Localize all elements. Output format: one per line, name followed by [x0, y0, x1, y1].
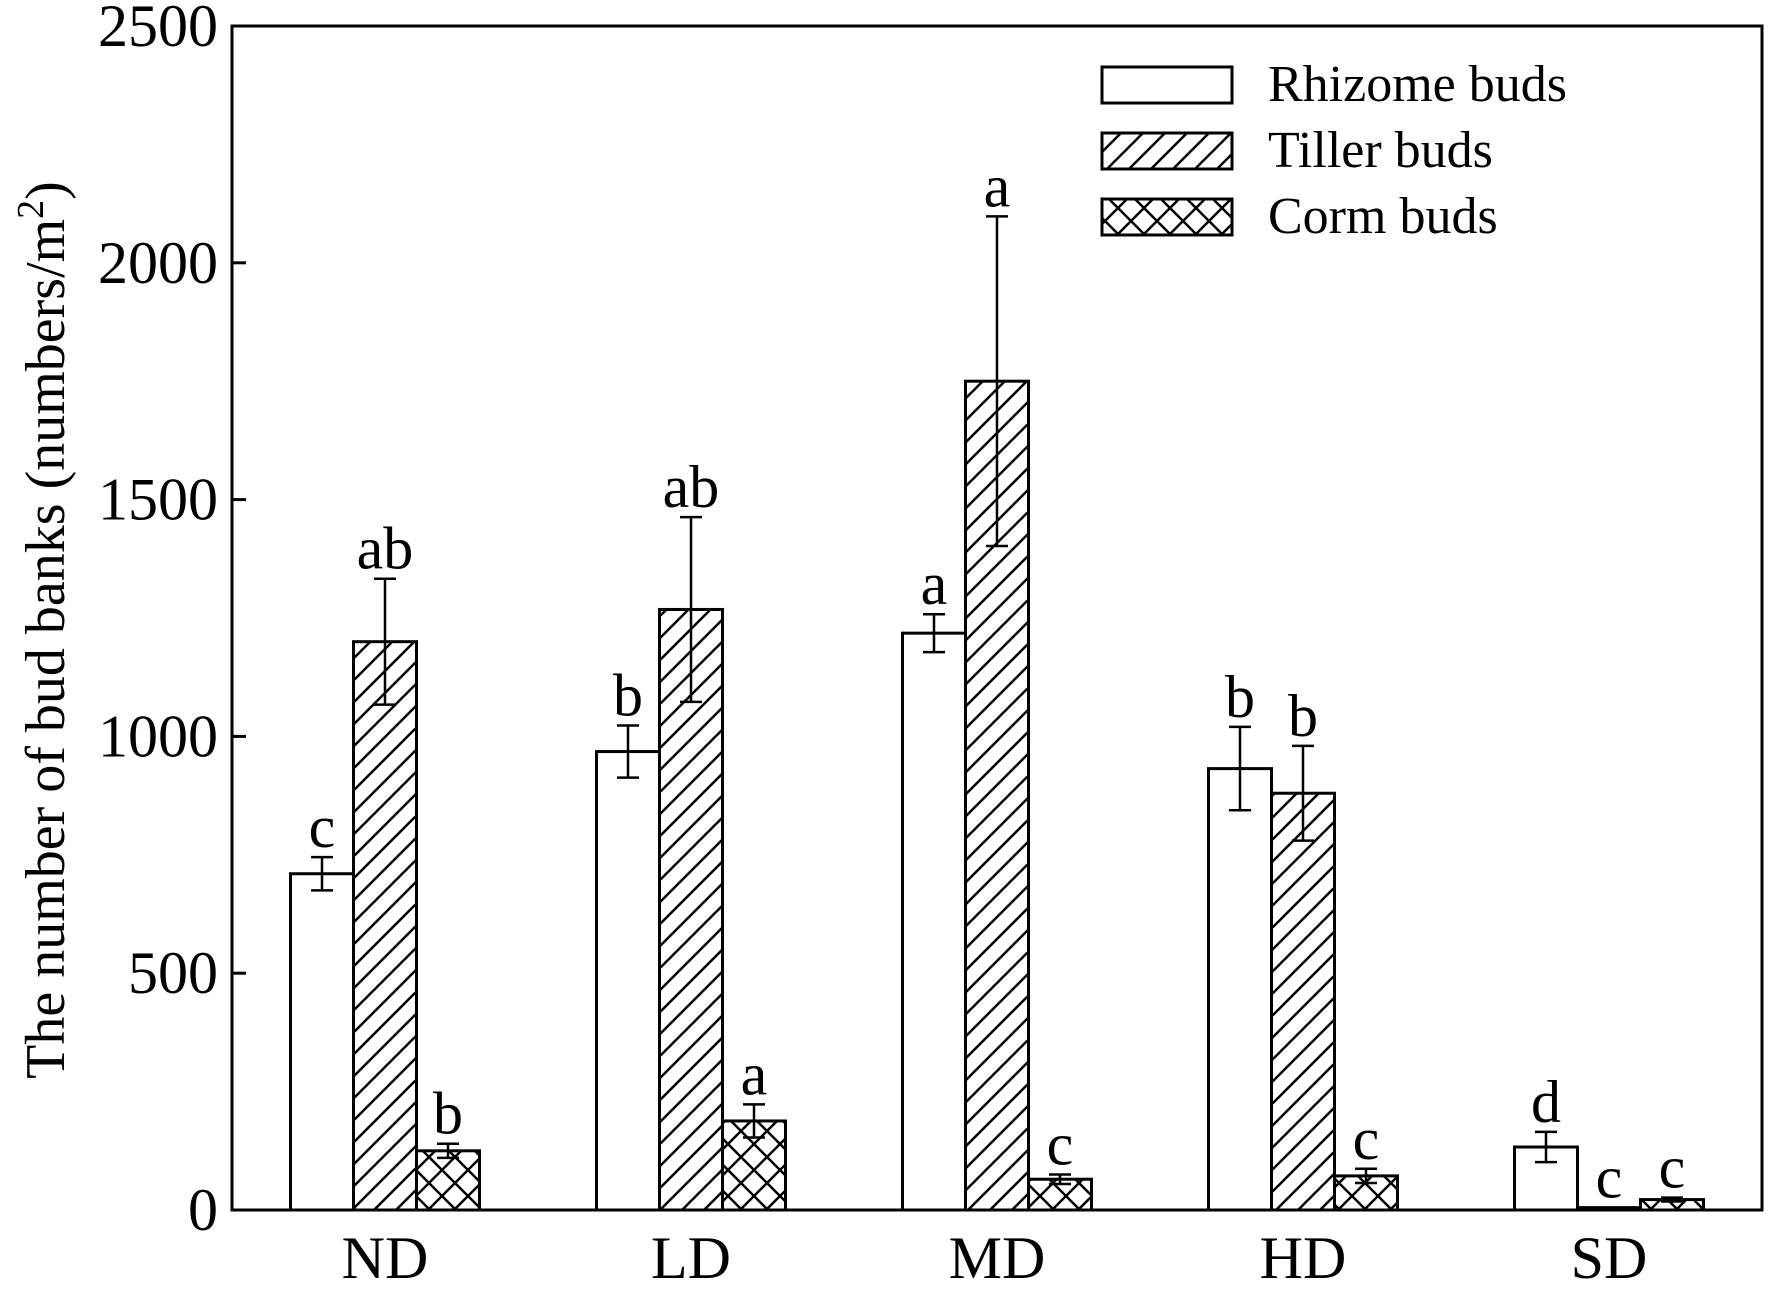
significance-letter: c — [1659, 1135, 1686, 1201]
x-tick-label: SD — [1571, 1225, 1648, 1288]
significance-letter: b — [433, 1081, 463, 1147]
bar — [415, 1149, 481, 1212]
y-tick-label: 500 — [128, 940, 218, 1006]
legend: Rhizome buds Tiller buds Corm buds — [1100, 56, 1567, 245]
legend-swatch — [1100, 65, 1234, 105]
x-tick-label: ND — [342, 1225, 429, 1288]
plot-frame — [230, 24, 1764, 1212]
x-tick-label: MD — [949, 1225, 1046, 1288]
legend-label: Tiller buds — [1268, 122, 1493, 179]
x-tick-label: LD — [651, 1225, 731, 1288]
bar — [901, 631, 967, 1212]
legend-label: Rhizome buds — [1268, 56, 1567, 113]
significance-letter: b — [1225, 664, 1255, 730]
y-tick-label: 1000 — [98, 703, 218, 769]
bar — [289, 872, 355, 1212]
significance-letter: c — [1596, 1145, 1623, 1211]
significance-letter: ab — [357, 516, 414, 582]
significance-letter: c — [1353, 1106, 1380, 1172]
legend-label: Corm buds — [1268, 188, 1498, 245]
significance-letter: b — [1288, 683, 1318, 749]
y-axis: 0 500 1000 1500 2000 2500 — [98, 0, 246, 1243]
significance-letter: d — [1531, 1069, 1561, 1135]
legend-swatch — [1100, 197, 1234, 237]
bar — [595, 750, 661, 1212]
bar — [352, 640, 418, 1212]
y-tick-label: 2500 — [98, 0, 218, 59]
significance-letter: b — [613, 663, 643, 729]
x-tick-label: HD — [1260, 1225, 1347, 1288]
x-axis: ND LD MD HD SD — [342, 1225, 1648, 1291]
significance-letter: a — [984, 153, 1011, 219]
legend-swatch — [1100, 131, 1234, 171]
y-tick-label: 1500 — [98, 467, 218, 533]
y-tick-label: 2000 — [98, 230, 218, 296]
y-tick-label: 0 — [188, 1177, 218, 1243]
significance-letter: a — [921, 551, 948, 617]
significance-letter: c — [309, 794, 336, 860]
significance-letter: c — [1047, 1111, 1074, 1177]
bar — [1207, 767, 1273, 1212]
error-bars-layer — [311, 215, 1683, 1203]
bar — [1270, 791, 1336, 1212]
significance-letter: a — [741, 1041, 768, 1107]
significance-letter: ab — [663, 454, 720, 520]
y-axis-title: The number of bud banks (numbers/m2) — [10, 181, 77, 1079]
